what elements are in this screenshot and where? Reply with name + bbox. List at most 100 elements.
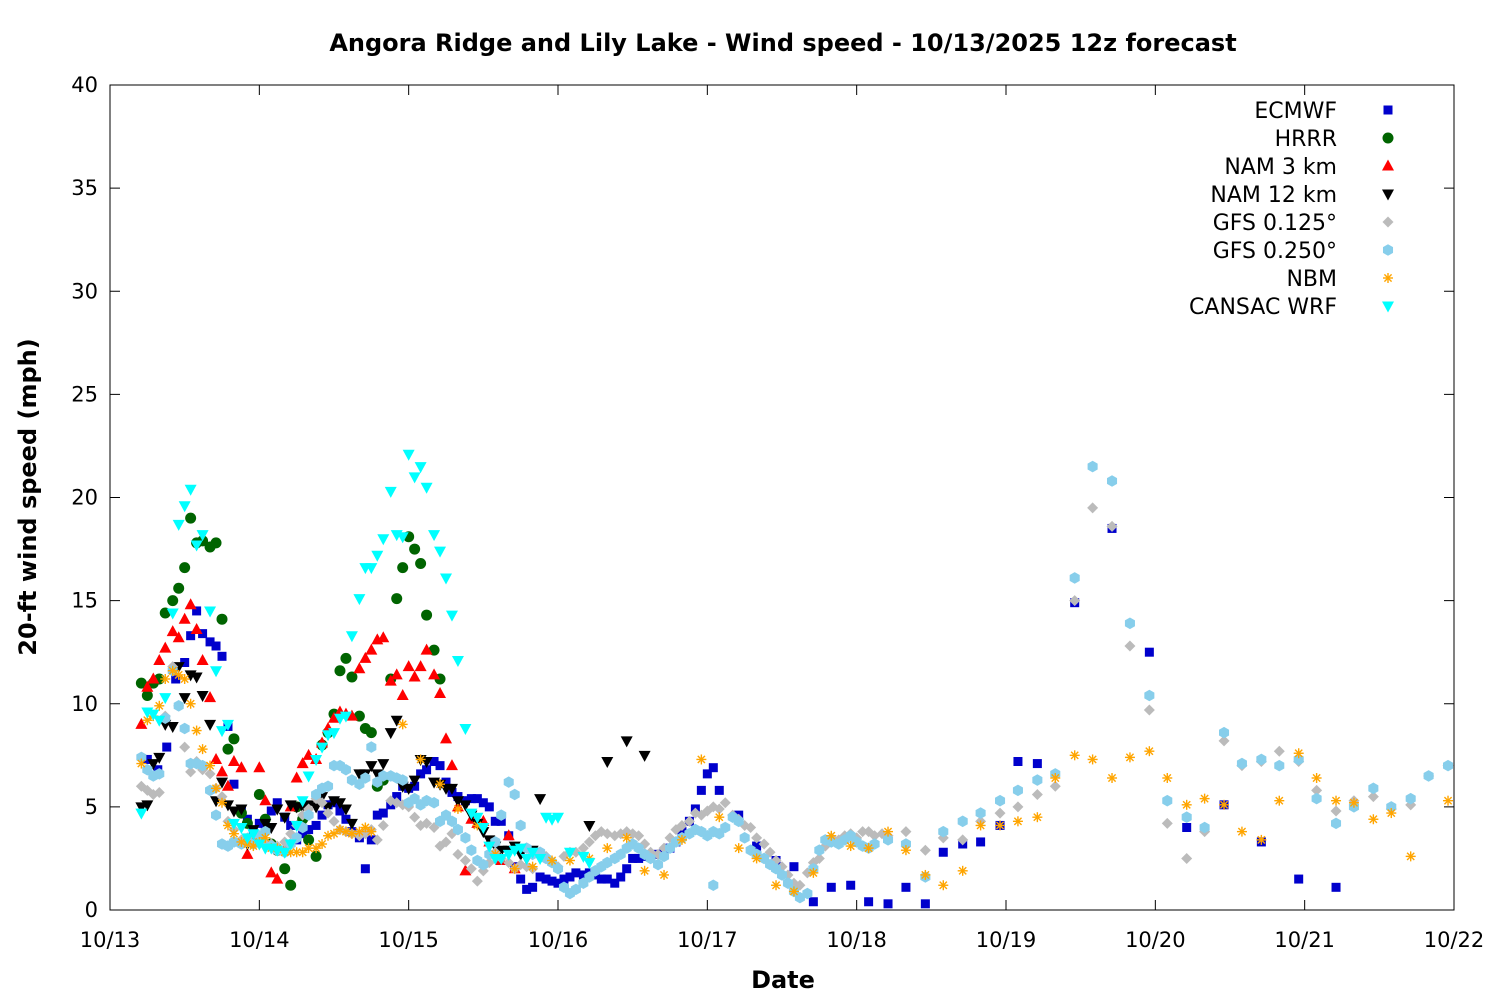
data-point xyxy=(739,832,750,844)
data-point xyxy=(310,850,322,862)
x-tick-label: 10/19 xyxy=(976,928,1037,952)
data-point xyxy=(186,631,196,641)
data-point xyxy=(547,876,557,886)
data-point xyxy=(1405,851,1416,862)
data-point xyxy=(602,874,612,884)
data-point xyxy=(900,826,912,838)
data-point xyxy=(334,665,346,677)
data-point xyxy=(1032,759,1042,769)
y-axis: 0 5 10 15 20 25 30 35 40 xyxy=(71,73,1454,922)
data-point xyxy=(677,827,687,837)
data-point xyxy=(1274,759,1285,772)
data-point xyxy=(204,719,217,731)
data-point xyxy=(957,815,968,828)
data-point xyxy=(360,772,371,784)
data-point xyxy=(402,449,415,461)
data-point xyxy=(339,711,352,723)
data-point xyxy=(445,610,458,622)
data-point xyxy=(1012,801,1024,813)
data-point xyxy=(179,562,191,574)
data-point xyxy=(421,609,433,621)
x-axis-label: Date xyxy=(751,966,815,994)
data-point xyxy=(259,818,272,830)
legend-item-gfs-0-250: GFS 0.250° xyxy=(1213,239,1394,264)
data-point xyxy=(210,537,222,549)
data-point xyxy=(420,482,433,494)
data-point xyxy=(515,819,526,832)
data-point xyxy=(184,484,197,496)
data-point xyxy=(341,814,351,824)
y-tick-label: 25 xyxy=(71,382,98,406)
data-point xyxy=(160,712,171,724)
data-point xyxy=(303,834,315,846)
data-point xyxy=(577,842,589,854)
data-point xyxy=(465,863,477,875)
data-point xyxy=(365,563,378,575)
data-point xyxy=(366,826,377,837)
y-tick-label: 15 xyxy=(71,589,98,613)
data-point xyxy=(452,848,464,860)
data-point xyxy=(372,810,382,820)
data-point xyxy=(366,741,377,753)
data-point xyxy=(857,826,869,838)
data-point xyxy=(353,594,366,606)
data-point xyxy=(198,629,208,639)
data-point xyxy=(241,833,254,845)
data-point xyxy=(166,625,179,637)
data-point xyxy=(384,728,397,740)
data-point xyxy=(141,800,154,812)
data-point xyxy=(602,843,613,854)
data-point xyxy=(535,872,545,882)
data-point xyxy=(696,754,707,765)
legend-marker xyxy=(1382,301,1394,313)
data-point xyxy=(553,878,563,888)
data-point xyxy=(346,671,358,683)
data-point xyxy=(459,864,472,876)
data-point xyxy=(216,613,228,625)
data-point xyxy=(752,841,762,851)
data-point xyxy=(173,669,184,680)
data-point xyxy=(434,686,447,698)
data-point xyxy=(452,803,463,814)
data-point xyxy=(610,878,620,888)
data-point xyxy=(328,711,340,723)
legend-marker xyxy=(1382,189,1394,201)
data-point xyxy=(360,822,371,833)
data-point xyxy=(179,722,190,735)
data-point xyxy=(541,874,551,884)
data-point xyxy=(390,668,403,680)
data-point xyxy=(153,752,166,764)
data-point xyxy=(178,612,191,624)
data-point xyxy=(359,651,372,663)
x-tick-label: 10/20 xyxy=(1125,928,1186,952)
data-point xyxy=(402,783,415,795)
data-point xyxy=(1236,826,1247,837)
data-point xyxy=(788,886,799,897)
data-point xyxy=(1144,746,1155,757)
data-point xyxy=(162,742,172,752)
data-point xyxy=(317,810,327,820)
data-point xyxy=(802,887,813,900)
y-tick-label: 20 xyxy=(71,486,98,510)
data-point xyxy=(534,794,547,806)
data-point xyxy=(296,757,309,769)
x-tick-label: 10/22 xyxy=(1424,928,1485,952)
data-point xyxy=(205,637,215,647)
data-point xyxy=(1107,475,1118,487)
data-point xyxy=(445,783,458,795)
data-point xyxy=(178,693,191,705)
data-point xyxy=(1368,814,1379,825)
legend-marker xyxy=(1383,273,1393,283)
data-point xyxy=(135,808,148,820)
data-point xyxy=(938,880,949,891)
data-point xyxy=(310,754,323,766)
plot-frame xyxy=(109,84,1455,911)
y-tick-label: 0 xyxy=(85,898,98,922)
data-point xyxy=(333,798,346,810)
data-point xyxy=(259,794,272,806)
data-point xyxy=(994,807,1006,819)
data-point xyxy=(446,815,457,828)
data-point xyxy=(178,501,191,513)
data-point xyxy=(676,819,688,831)
data-point xyxy=(452,823,463,836)
